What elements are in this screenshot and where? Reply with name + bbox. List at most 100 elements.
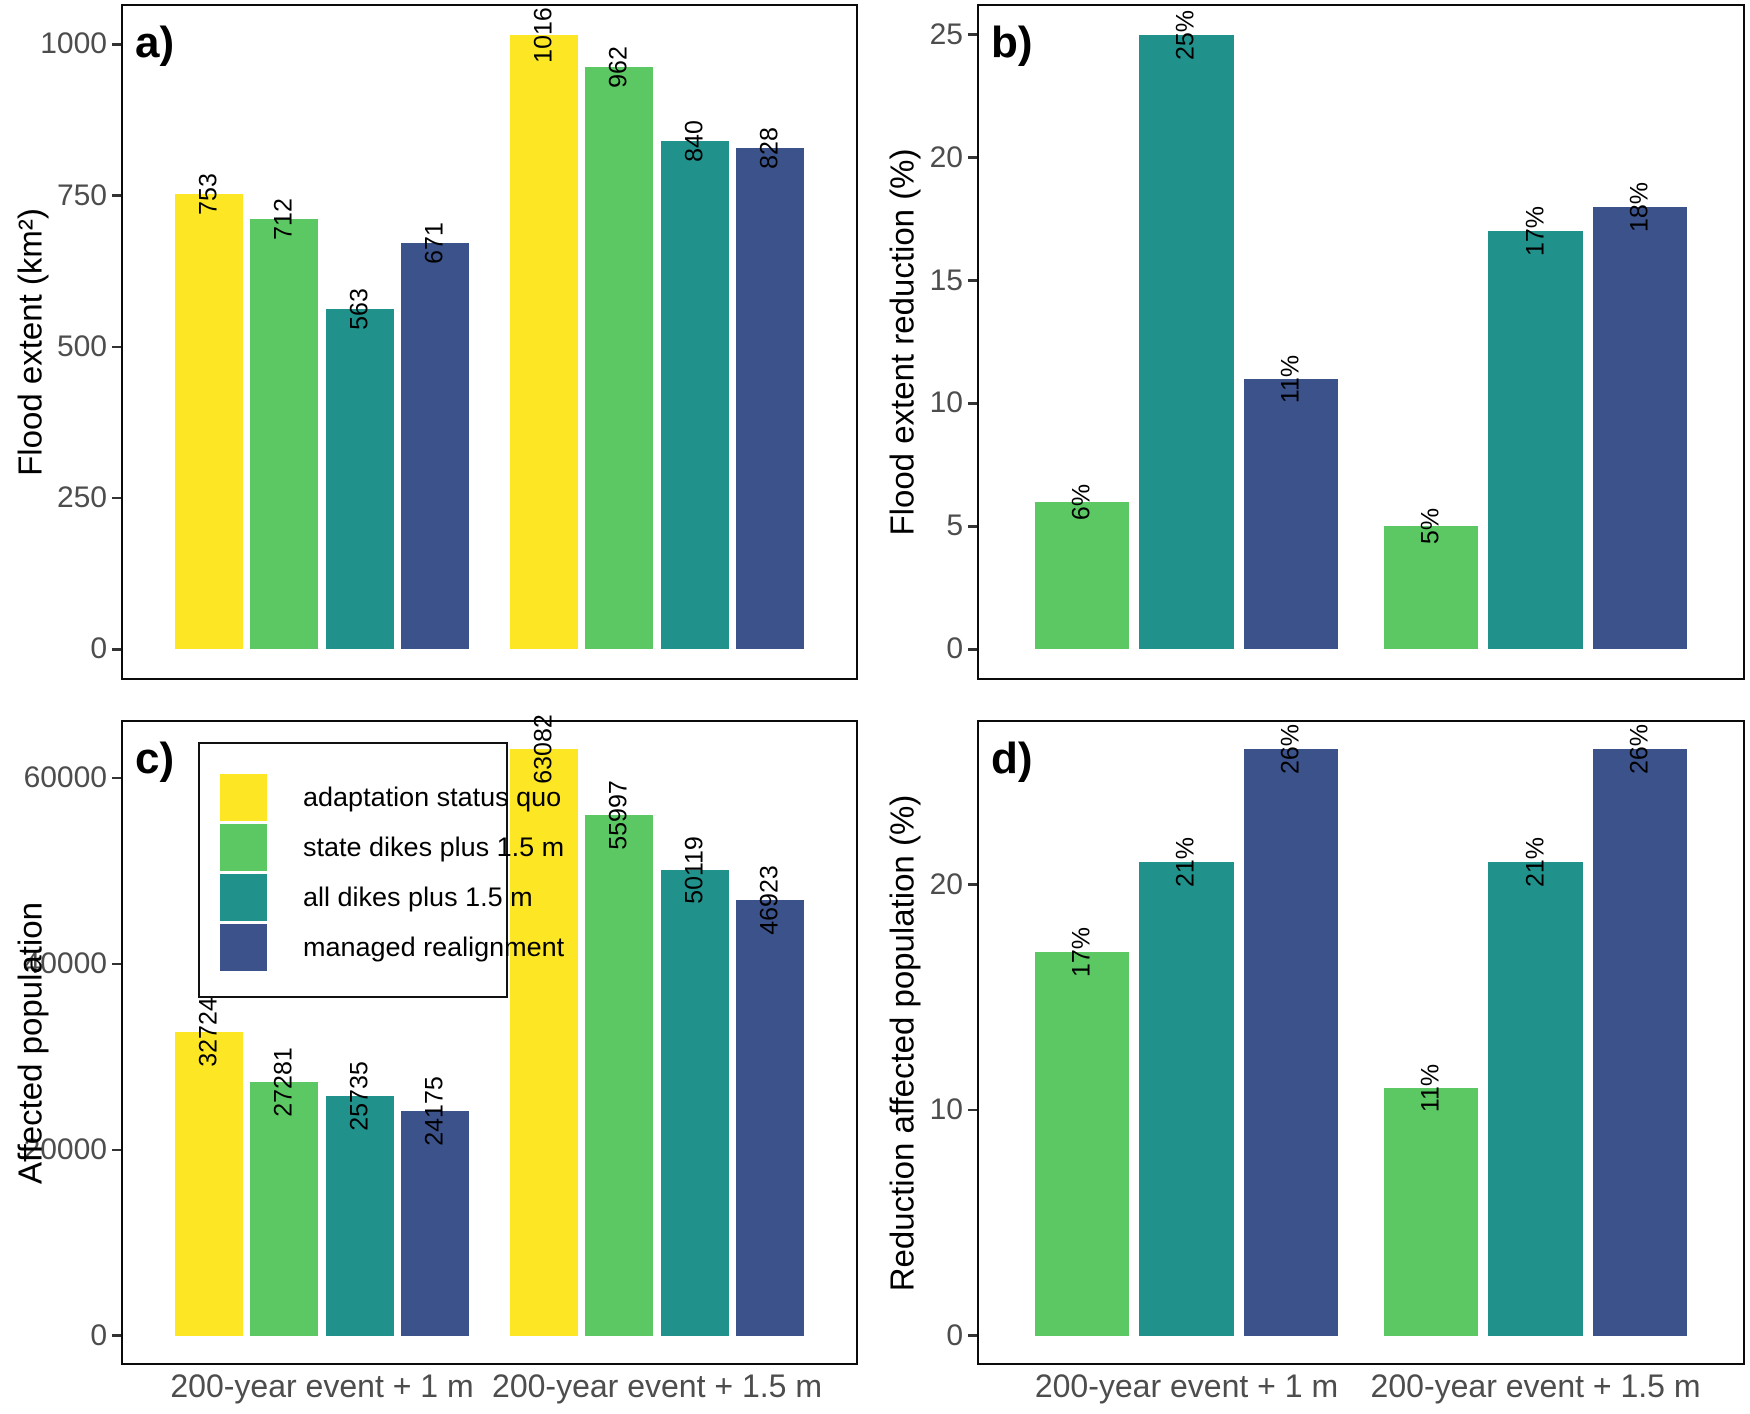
y-axis-title-a: Flood extent (km²) <box>11 208 49 476</box>
legend-item: all dikes plus 1.5 m <box>220 872 533 922</box>
y-tick-label-d: 0 <box>946 1318 963 1352</box>
bar-a-1-1 <box>175 193 243 650</box>
legend-item: state dikes plus 1.5 m <box>220 822 564 872</box>
y-axis-title-b: Flood extent reduction (%) <box>883 148 921 536</box>
bar-b-1-2 <box>1139 34 1234 650</box>
y-tick-b <box>968 648 977 651</box>
y-tick-label-b: 15 <box>929 263 963 297</box>
bar-a-1-3 <box>325 308 394 650</box>
y-tick-label-c: 60000 <box>23 760 107 794</box>
legend-swatch-icon <box>220 873 267 921</box>
panel-label-d: d) <box>991 734 1033 783</box>
bar-value-label: 25735 <box>345 1061 374 1132</box>
bar-value-label: 27281 <box>269 1047 298 1117</box>
y-tick-a <box>112 194 121 197</box>
bar-c-1-1 <box>175 1031 243 1336</box>
y-tick-label-a: 500 <box>56 329 107 363</box>
bar-value-label: 11% <box>1416 1063 1445 1112</box>
legend-item-label: adaptation status quo <box>303 781 562 812</box>
bar-a-1-2 <box>250 218 319 650</box>
bar-c-2-4 <box>736 899 804 1336</box>
bar-b-1-3 <box>1244 378 1339 650</box>
legend-item: adaptation status quo <box>220 772 561 822</box>
legend-swatch-icon <box>220 823 267 871</box>
x-axis-label: 200-year event + 1 m <box>1034 1368 1339 1404</box>
y-tick-c <box>112 1334 121 1337</box>
y-tick-label-b: 25 <box>929 17 963 51</box>
bar-b-2-3 <box>1593 206 1688 650</box>
bar-value-label: 6% <box>1067 483 1096 520</box>
bar-a-1-4 <box>401 243 469 650</box>
bar-value-label: 17% <box>1067 927 1096 978</box>
bar-d-2-2 <box>1488 862 1583 1336</box>
y-tick-label-d: 10 <box>929 1093 963 1127</box>
y-tick-label-c: 0 <box>90 1318 107 1352</box>
y-tick-c <box>112 1148 121 1152</box>
y-tick-a <box>112 648 121 651</box>
y-axis-title-d: Reduction affected population (%) <box>883 794 921 1291</box>
bar-value-label: 32724 <box>194 996 223 1067</box>
bar-b-1-1 <box>1034 501 1129 650</box>
y-tick-label-d: 20 <box>929 867 963 901</box>
bar-value-label: 46923 <box>755 864 784 935</box>
legend-box: adaptation status quo state dikes plus 1.… <box>198 742 564 998</box>
y-tick-label-a: 0 <box>90 632 107 666</box>
y-tick-label-c: 20000 <box>23 1132 107 1166</box>
bar-d-2-1 <box>1383 1087 1478 1336</box>
x-axis-label: 200-year event + 1.5 m <box>1370 1368 1701 1404</box>
y-tick-label-b: 0 <box>946 632 963 666</box>
y-tick-a <box>112 43 121 46</box>
panel-label-a: a) <box>135 18 175 67</box>
y-tick-b <box>968 402 977 405</box>
bar-d-2-3 <box>1593 749 1688 1336</box>
bar-c-1-4 <box>401 1110 469 1336</box>
bar-value-label: 5% <box>1416 508 1445 545</box>
y-tick-label-a: 750 <box>56 178 107 212</box>
bar-value-label: 753 <box>194 172 223 215</box>
y-tick-b <box>968 33 977 36</box>
y-tick-label-b: 10 <box>929 386 963 420</box>
bar-c-1-3 <box>325 1096 394 1336</box>
panel-a <box>121 4 858 680</box>
y-tick-c <box>112 776 121 780</box>
bar-a-2-2 <box>585 67 654 650</box>
bar-value-label: 24175 <box>420 1076 449 1146</box>
y-tick-label-a: 1000 <box>40 27 107 61</box>
y-tick-a <box>112 496 121 500</box>
bar-value-label: 17% <box>1521 206 1550 257</box>
y-tick-d <box>968 1108 977 1112</box>
y-tick-b <box>968 279 977 282</box>
bar-value-label: 840 <box>680 120 709 163</box>
bar-value-label: 671 <box>420 222 449 265</box>
legend-item-label: managed realignment <box>303 931 565 962</box>
bar-d-1-2 <box>1139 862 1234 1336</box>
y-axis-title-c: Affected population <box>11 901 49 1184</box>
bar-value-label: 25% <box>1171 9 1200 60</box>
y-tick-label-a: 250 <box>56 481 107 515</box>
x-axis-label: 200-year event + 1.5 m <box>492 1368 822 1404</box>
legend-item-label: state dikes plus 1.5 m <box>303 831 565 862</box>
y-tick-c <box>112 962 121 966</box>
bar-b-2-2 <box>1488 231 1583 650</box>
bar-value-label: 1016 <box>529 6 558 63</box>
y-tick-d <box>968 883 977 886</box>
bar-a-2-1 <box>510 34 578 650</box>
bar-d-1-1 <box>1034 952 1129 1336</box>
legend-swatch-icon <box>220 923 267 971</box>
bar-value-label: 26% <box>1625 724 1654 775</box>
bar-value-label: 26% <box>1276 724 1305 775</box>
bar-value-label: 563 <box>345 287 374 330</box>
bar-a-2-3 <box>660 141 729 650</box>
panel-label-c: c) <box>135 734 175 783</box>
bar-value-label: 63082 <box>529 714 558 785</box>
x-axis-label: 200-year event + 1 m <box>170 1368 474 1404</box>
bar-value-label: 21% <box>1521 837 1550 888</box>
bar-value-label: 828 <box>755 127 784 170</box>
y-tick-label-c: 40000 <box>23 946 107 980</box>
legend-item: managed realignment <box>220 922 564 972</box>
y-tick-d <box>968 1334 977 1337</box>
bar-c-2-1 <box>510 749 578 1336</box>
y-tick-a <box>112 345 121 349</box>
bar-c-2-2 <box>585 815 654 1336</box>
